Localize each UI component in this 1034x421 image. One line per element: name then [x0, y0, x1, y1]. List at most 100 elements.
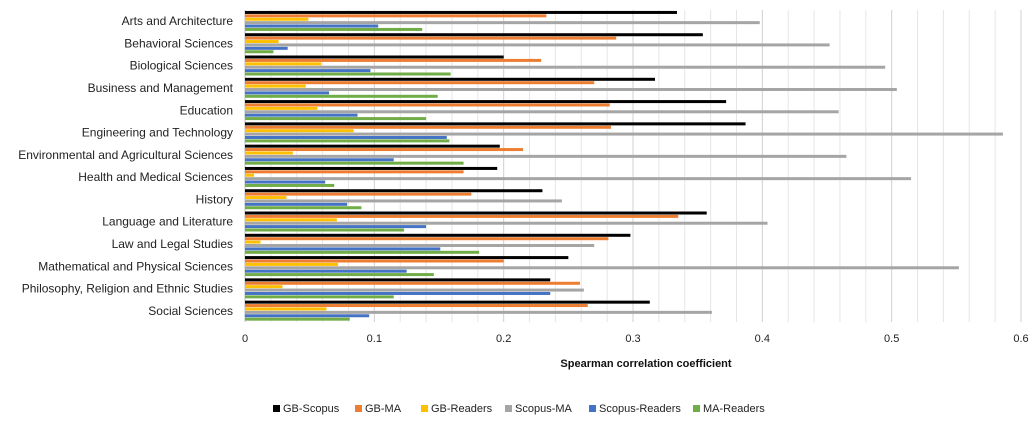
bar-scopus-readers: [245, 202, 348, 206]
gridlines: [244, 10, 1022, 322]
bar-gb-readers: [245, 17, 309, 21]
x-tick-label: 0: [242, 333, 248, 345]
legend-swatch-scopus-readers: [589, 405, 596, 412]
bar-ma-readers: [245, 206, 362, 210]
bar-gb-readers: [245, 129, 354, 133]
bar-scopus-ma: [245, 21, 760, 25]
bar-ma-readers: [245, 139, 450, 143]
bar-scopus-readers: [245, 269, 407, 273]
x-tick-label: 0.6: [1013, 333, 1028, 345]
legend-swatch-ma-readers: [693, 405, 700, 412]
bar-gb-ma: [245, 36, 617, 40]
bar-ma-readers: [245, 317, 350, 321]
bar-ma-readers: [245, 117, 427, 121]
bar-gb-ma: [245, 14, 547, 18]
bar-gb-scopus: [245, 278, 551, 282]
bar-gb-readers: [245, 40, 279, 44]
x-tick-label: 0.1: [367, 333, 382, 345]
bar-gb-scopus: [245, 189, 543, 193]
category-label: Language and Literature: [102, 215, 233, 229]
bar-scopus-ma: [245, 177, 912, 181]
category-label: Engineering and Technology: [82, 126, 233, 140]
bar-gb-scopus: [245, 122, 746, 126]
legend-swatch-gb-scopus: [273, 405, 280, 412]
bar-gb-readers: [245, 240, 261, 244]
bar-scopus-ma: [245, 266, 959, 270]
legend: GB-Scopus GB-MA GB-Readers Scopus-MA Scopus-…: [273, 403, 765, 415]
bar-gb-ma: [245, 170, 464, 174]
bar-gb-scopus: [245, 233, 631, 237]
bar-gb-readers: [245, 262, 339, 266]
bar-gb-scopus: [245, 10, 677, 14]
bar-scopus-ma: [245, 288, 584, 292]
bar-gb-scopus: [245, 33, 703, 37]
legend-label-ma-readers: MA-Readers: [703, 403, 765, 415]
bar-scopus-ma: [245, 110, 839, 114]
bar-gb-ma: [245, 237, 609, 241]
x-axis-title: Spearman correlation coefficient: [560, 358, 731, 370]
bar-gb-readers: [245, 62, 322, 66]
bar-gb-ma: [245, 214, 679, 218]
bar-scopus-readers: [245, 225, 427, 229]
bar-gb-scopus: [245, 166, 498, 170]
bar-scopus-readers: [245, 69, 371, 73]
bar-gb-ma: [245, 58, 542, 62]
bar-gb-ma: [245, 81, 595, 85]
bar-gb-ma: [245, 103, 610, 107]
bar-gb-scopus: [245, 256, 569, 260]
bar-ma-readers: [245, 250, 480, 254]
bar-gb-readers: [245, 218, 337, 222]
bar-ma-readers: [245, 50, 274, 54]
bar-gb-scopus: [245, 211, 707, 215]
bar-gb-readers: [245, 173, 255, 177]
bar-scopus-readers: [245, 24, 379, 28]
bar-scopus-ma: [245, 132, 1003, 136]
category-label: Law and Legal Studies: [112, 237, 233, 251]
legend-label-gb-readers: GB-Readers: [431, 403, 493, 415]
category-label: Social Sciences: [148, 304, 233, 318]
bar-ma-readers: [245, 295, 394, 299]
bar-scopus-ma: [245, 310, 712, 314]
bar-gb-readers: [245, 106, 318, 110]
category-label: Mathematical and Physical Sciences: [38, 259, 233, 273]
bar-scopus-ma: [245, 88, 897, 91]
category-labels: Arts and Architecture Behavioral Sciences…: [18, 14, 233, 318]
bar-ma-readers: [245, 183, 335, 187]
bar-ma-readers: [245, 161, 464, 165]
bar-scopus-readers: [245, 135, 447, 139]
legend-label-scopus-ma: Scopus-MA: [515, 403, 573, 415]
legend-label-scopus-readers: Scopus-Readers: [599, 403, 681, 415]
x-tick-labels: 0 0.1 0.2 0.3 0.4 0.5 0.6: [242, 333, 1029, 345]
bar-scopus-readers: [245, 180, 326, 184]
category-label: Environmental and Agricultural Sciences: [18, 148, 233, 162]
bar-scopus-ma: [245, 65, 886, 69]
bar-gb-readers: [245, 84, 306, 88]
bar-gb-ma: [245, 281, 580, 285]
bar-gb-scopus: [245, 55, 504, 59]
bar-gb-ma: [245, 148, 524, 152]
bar-scopus-readers: [245, 247, 441, 251]
legend-swatch-scopus-ma: [505, 405, 512, 412]
category-label: Health and Medical Sciences: [78, 170, 233, 184]
bar-gb-readers: [245, 285, 283, 289]
bar-gb-scopus: [245, 300, 650, 304]
bar-scopus-ma: [245, 43, 830, 47]
bars: [245, 10, 1003, 321]
bar-scopus-ma: [245, 221, 768, 225]
bar-scopus-readers: [245, 314, 370, 318]
category-label: Business and Management: [88, 81, 234, 95]
bar-ma-readers: [245, 27, 423, 31]
bar-gb-readers: [245, 196, 287, 200]
category-label: History: [196, 192, 233, 206]
bar-gb-scopus: [245, 144, 500, 148]
bar-scopus-readers: [245, 46, 288, 50]
bar-scopus-readers: [245, 291, 551, 295]
bar-ma-readers: [245, 94, 438, 98]
bar-gb-ma: [245, 304, 588, 308]
category-label: Education: [180, 103, 233, 117]
category-label: Arts and Architecture: [122, 14, 234, 28]
legend-label-gb-scopus: GB-Scopus: [283, 403, 340, 415]
bar-scopus-readers: [245, 158, 394, 162]
